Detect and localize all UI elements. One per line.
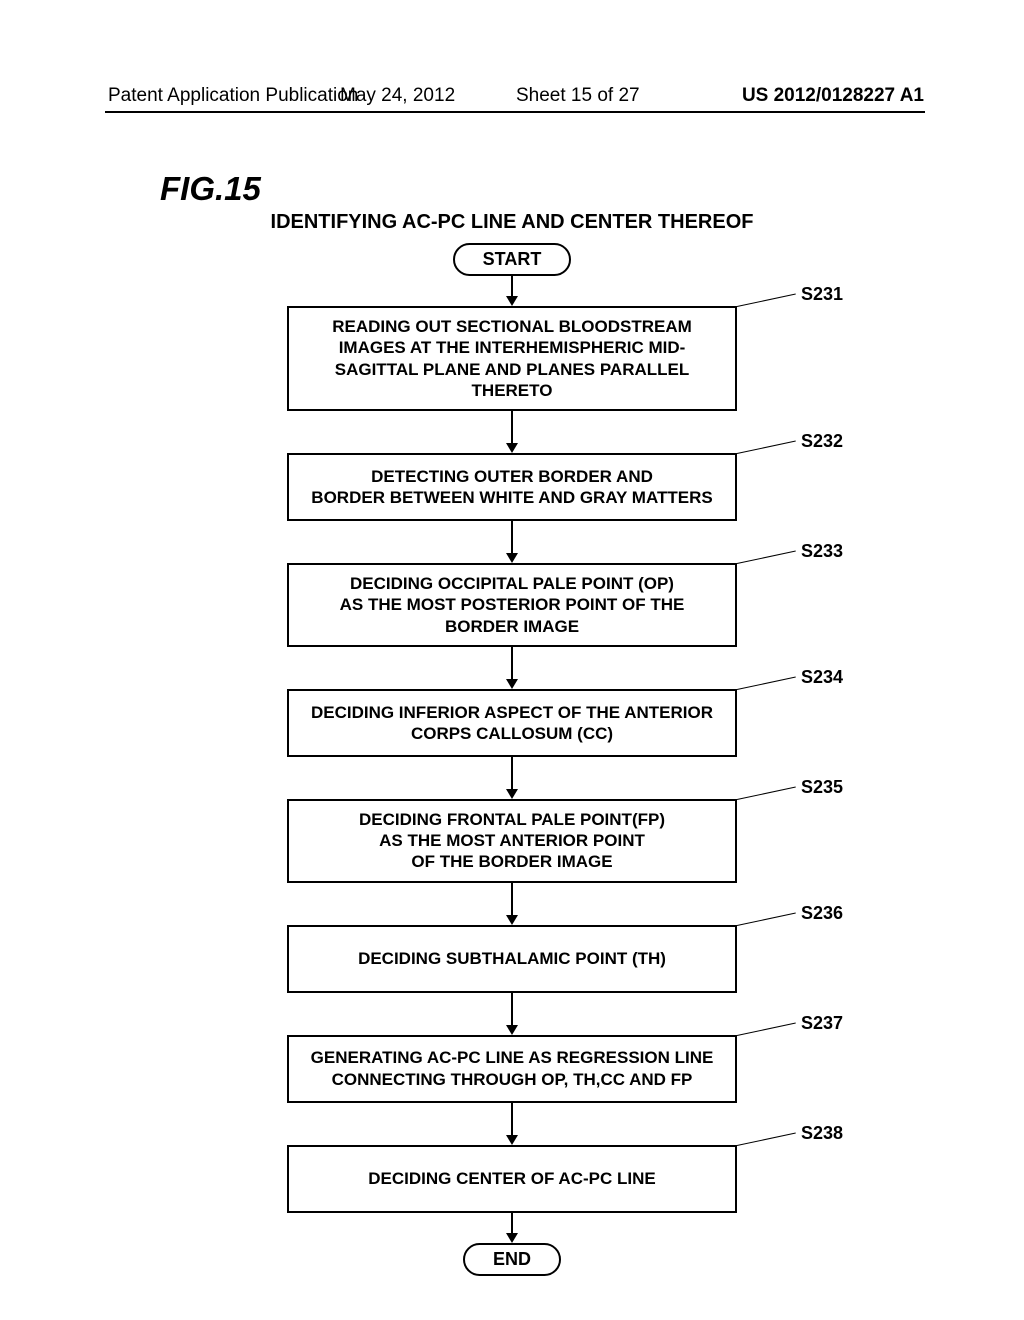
publication-date: May 24, 2012 xyxy=(340,85,455,107)
step-label: S235 xyxy=(801,777,843,798)
flow-arrow xyxy=(506,757,518,799)
step-wrapper: DECIDING FRONTAL PALE POINT(FP)AS THE MO… xyxy=(287,799,737,883)
process-box: DECIDING FRONTAL PALE POINT(FP)AS THE MO… xyxy=(287,799,737,883)
callout-line xyxy=(737,441,796,454)
process-box: DECIDING OCCIPITAL PALE POINT (OP)AS THE… xyxy=(287,563,737,647)
process-box: READING OUT SECTIONAL BLOODSTREAM IMAGES… xyxy=(287,306,737,411)
sheet-number: Sheet 15 of 27 xyxy=(516,85,640,107)
callout-line xyxy=(737,294,796,307)
header-divider xyxy=(105,111,925,113)
end-terminator: END xyxy=(463,1243,561,1276)
diagram-title: IDENTIFYING AC-PC LINE AND CENTER THEREO… xyxy=(0,211,1024,234)
step-label: S237 xyxy=(801,1013,843,1034)
callout-line xyxy=(737,912,796,925)
callout-line xyxy=(737,676,796,689)
step-label: S231 xyxy=(801,284,843,305)
step-label: S238 xyxy=(801,1123,843,1144)
process-box: GENERATING AC-PC LINE AS REGRESSION LINE… xyxy=(287,1035,737,1103)
step-wrapper: DECIDING CENTER OF AC-PC LINES238 xyxy=(287,1145,737,1213)
callout-line xyxy=(737,551,796,564)
callout-line xyxy=(737,1022,796,1035)
flowchart-container: START READING OUT SECTIONAL BLOODSTREAM I… xyxy=(0,243,1024,1276)
flow-arrow xyxy=(506,883,518,925)
step-label: S236 xyxy=(801,903,843,924)
process-box: DECIDING SUBTHALAMIC POINT (TH) xyxy=(287,925,737,993)
publication-label: Patent Application Publication xyxy=(108,85,358,107)
figure-label: FIG.15 xyxy=(160,170,261,208)
flow-arrow xyxy=(506,1103,518,1145)
step-wrapper: DECIDING INFERIOR ASPECT OF THE ANTERIOR… xyxy=(287,689,737,757)
flow-arrow xyxy=(506,411,518,453)
step-wrapper: READING OUT SECTIONAL BLOODSTREAM IMAGES… xyxy=(287,306,737,411)
step-label: S232 xyxy=(801,431,843,452)
flow-arrow xyxy=(506,993,518,1035)
publication-number: US 2012/0128227 A1 xyxy=(742,85,924,107)
step-wrapper: GENERATING AC-PC LINE AS REGRESSION LINE… xyxy=(287,1035,737,1103)
callout-line xyxy=(737,1132,796,1145)
process-box: DECIDING CENTER OF AC-PC LINE xyxy=(287,1145,737,1213)
process-box: DECIDING INFERIOR ASPECT OF THE ANTERIOR… xyxy=(287,689,737,757)
step-label: S233 xyxy=(801,541,843,562)
step-wrapper: DECIDING SUBTHALAMIC POINT (TH)S236 xyxy=(287,925,737,993)
step-wrapper: DECIDING OCCIPITAL PALE POINT (OP)AS THE… xyxy=(287,563,737,647)
process-box: DETECTING OUTER BORDER ANDBORDER BETWEEN… xyxy=(287,453,737,521)
start-terminator: START xyxy=(453,243,572,276)
flow-arrow xyxy=(506,276,518,306)
flow-arrow xyxy=(506,521,518,563)
flow-arrow xyxy=(506,1213,518,1243)
flow-arrow xyxy=(506,647,518,689)
callout-line xyxy=(737,786,796,799)
step-wrapper: DETECTING OUTER BORDER ANDBORDER BETWEEN… xyxy=(287,453,737,521)
step-label: S234 xyxy=(801,667,843,688)
